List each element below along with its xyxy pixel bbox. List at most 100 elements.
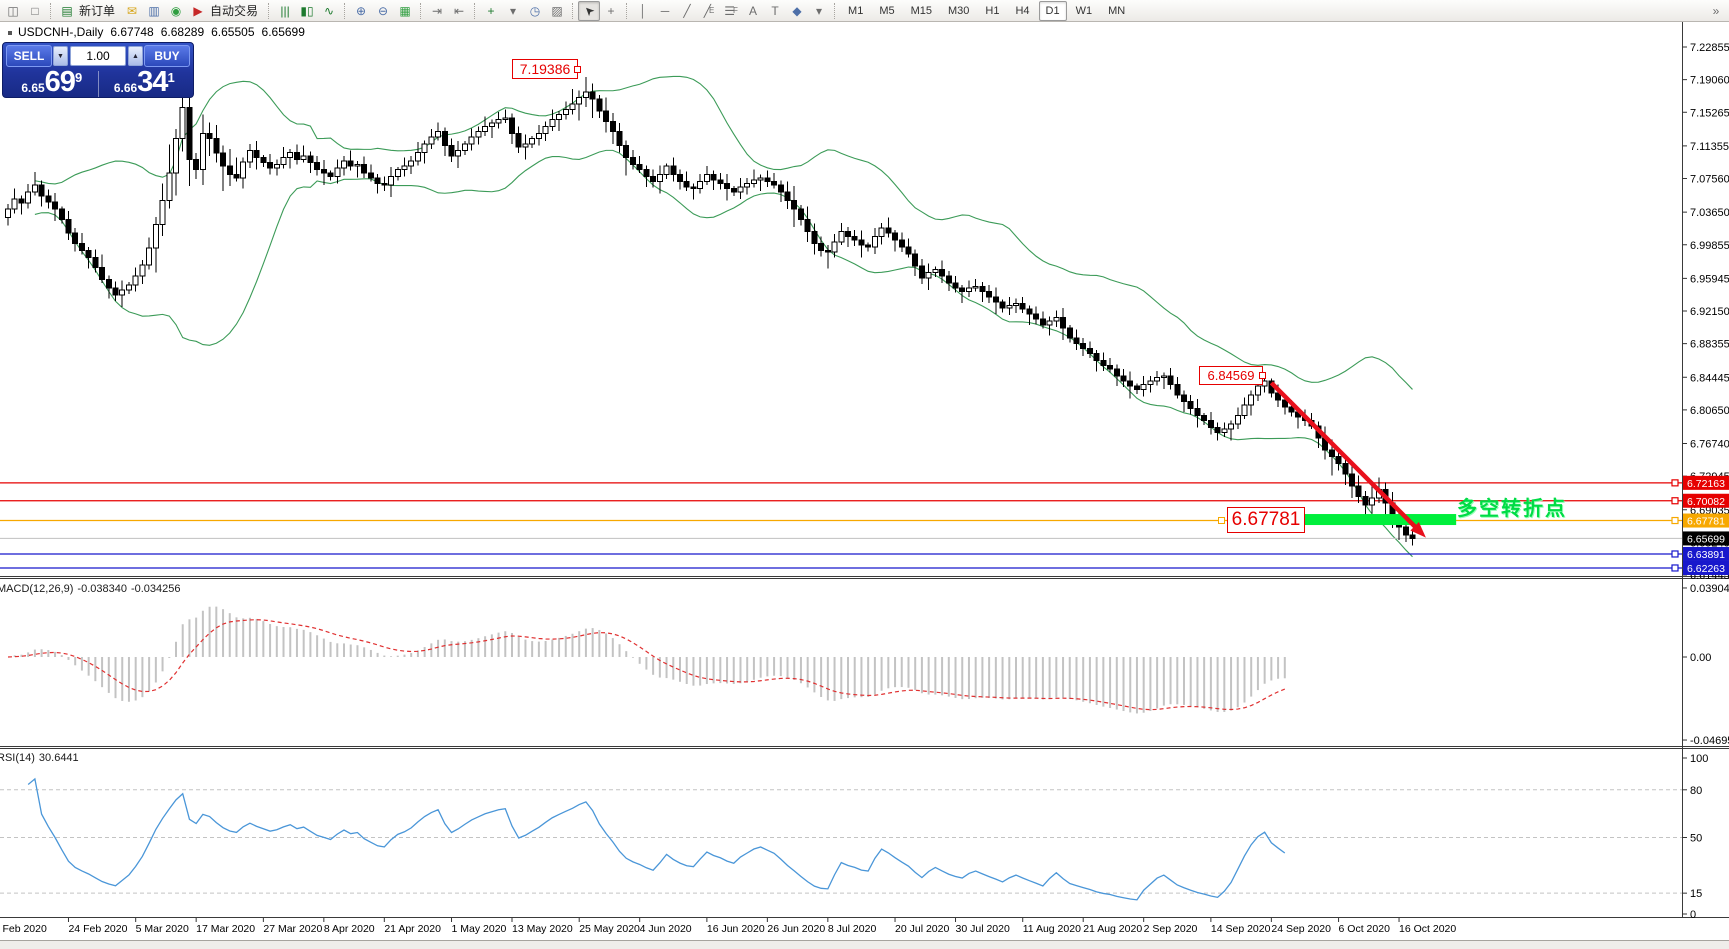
svg-text:7.07560: 7.07560 — [1690, 174, 1729, 186]
timeframe-button-M1[interactable]: M1 — [848, 4, 864, 17]
timeframe-button-M5[interactable]: M5 — [879, 4, 895, 17]
timeframe-button-H1[interactable]: H1 — [985, 4, 1000, 17]
candlestick-mode-icon[interactable]: ▮▯ — [300, 3, 314, 18]
svg-text:1 May 2020: 1 May 2020 — [452, 923, 507, 935]
main-toolbar: ◫ □ ▤ 新订单 ✉ ▥ ◉ ▶ 自动交易 ||| ▮▯ ∿ ⊕ ⊖ ▦ ⇥ … — [0, 0, 1729, 22]
volume-increase-button[interactable] — [128, 46, 143, 66]
new-order-icon[interactable]: ▤ — [61, 3, 73, 18]
chart-shift-icon[interactable]: ⇤ — [454, 3, 465, 18]
rsi-name: RSI(14) — [0, 752, 35, 764]
buy-price-sup: 1 — [167, 70, 175, 85]
zoom-in-icon[interactable]: ⊕ — [356, 3, 367, 18]
svg-text:6.67781: 6.67781 — [1687, 516, 1725, 528]
trendline-tool-icon[interactable]: ╱ — [683, 3, 691, 18]
svg-text:6.84445: 6.84445 — [1690, 372, 1729, 384]
fibonacci-tool-icon[interactable]: ☰ F — [724, 3, 738, 18]
sell-price-big: 69 — [44, 66, 76, 98]
svg-text:8 Apr 2020: 8 Apr 2020 — [324, 923, 375, 935]
zoom-out-icon[interactable]: ⊖ — [378, 3, 389, 18]
volume-decrease-button[interactable] — [53, 46, 68, 66]
preview-icon[interactable]: □ — [31, 3, 39, 18]
toolbar-overflow-icon[interactable]: » — [1712, 3, 1720, 18]
auto-scroll-icon[interactable]: ⇥ — [432, 3, 443, 18]
shapes-dropdown-icon[interactable]: ▾ — [816, 3, 823, 18]
svg-text:6.70082: 6.70082 — [1687, 496, 1725, 508]
sell-price[interactable]: 6.65 69 9 — [6, 68, 98, 97]
price-label-support[interactable]: 6.67781 — [1218, 507, 1305, 533]
svg-text:6.80650: 6.80650 — [1690, 405, 1729, 417]
svg-text:0: 0 — [1690, 909, 1696, 921]
autotrading-label[interactable]: 自动交易 — [210, 4, 259, 18]
templates-icon[interactable]: ▨ — [551, 3, 563, 18]
svg-text:4 Jun 2020: 4 Jun 2020 — [640, 923, 692, 935]
horizontal-line-tool-icon[interactable]: ─ — [660, 3, 670, 18]
svg-text:7.03650: 7.03650 — [1690, 207, 1729, 219]
new-order-label[interactable]: 新订单 — [79, 4, 116, 18]
svg-text:27 Mar 2020: 27 Mar 2020 — [263, 923, 322, 935]
rsi-value: 30.6441 — [38, 752, 79, 764]
indicators-icon[interactable]: + — [487, 3, 495, 18]
svg-text:6.99855: 6.99855 — [1690, 240, 1729, 252]
vertical-line-tool-icon[interactable]: │ — [639, 3, 647, 18]
equidistant-channel-tool-icon[interactable]: ╱ E — [703, 3, 715, 18]
shapes-tool-icon[interactable]: ◆ — [792, 3, 802, 18]
svg-text:16 Oct 2020: 16 Oct 2020 — [1399, 923, 1456, 935]
svg-text:80: 80 — [1690, 785, 1702, 797]
toolbar-separator — [474, 2, 476, 19]
svg-text:25 May 2020: 25 May 2020 — [579, 923, 640, 935]
line-chart-mode-icon[interactable]: ∿ — [324, 3, 335, 18]
timeframe-button-MN[interactable]: MN — [1108, 4, 1126, 17]
periods-clock-icon[interactable]: ◷ — [529, 3, 541, 18]
svg-text:6.63891: 6.63891 — [1687, 549, 1725, 561]
macd-label: MACD(12,26,9) -0.038340 -0.034256 — [0, 583, 185, 595]
tile-windows-icon[interactable]: ▦ — [399, 3, 411, 18]
timeframe-button-M30[interactable]: M30 — [948, 4, 970, 17]
sell-button[interactable]: SELL — [6, 45, 52, 67]
text-tool-icon[interactable]: A — [749, 3, 758, 18]
ohlc-low: 6.65505 — [211, 25, 255, 39]
bar-chart-mode-icon[interactable]: ||| — [280, 3, 290, 18]
svg-text:30 Jul 2020: 30 Jul 2020 — [956, 923, 1010, 935]
charts-icon[interactable]: ◫ — [7, 3, 19, 18]
svg-text:5 Mar 2020: 5 Mar 2020 — [136, 923, 189, 935]
toolbar-separator — [834, 2, 836, 19]
terminal-icon[interactable]: ▥ — [148, 3, 160, 18]
toolbar-separator — [572, 2, 574, 19]
text-label-tool-icon[interactable]: T — [771, 3, 779, 18]
svg-text:24 Feb 2020: 24 Feb 2020 — [68, 923, 127, 935]
sell-price-sup: 9 — [74, 70, 83, 85]
svg-text:13 May 2020: 13 May 2020 — [512, 923, 573, 935]
status-bar — [0, 940, 1729, 949]
timeframe-button-M15[interactable]: M15 — [910, 4, 932, 17]
timeframe-button-H4[interactable]: H4 — [1015, 4, 1030, 17]
mailbox-icon[interactable]: ✉ — [126, 3, 138, 18]
toolbar-separator — [268, 2, 270, 19]
one-click-trading-panel: SELL 1.00 BUY 6.65 69 9 6.66 34 1 — [2, 42, 194, 98]
price-divider — [97, 71, 99, 97]
buy-button[interactable]: BUY — [144, 45, 190, 67]
svg-text:0.00: 0.00 — [1690, 652, 1711, 664]
svg-text:12 Feb 2020: 12 Feb 2020 — [0, 923, 47, 935]
signals-icon[interactable]: ◉ — [170, 3, 182, 18]
timeframe-button-W1[interactable]: W1 — [1075, 4, 1093, 17]
toolbar-separator — [420, 2, 422, 19]
cursor-tool-icon[interactable]: ➤ — [578, 0, 601, 21]
volume-input[interactable]: 1.00 — [70, 46, 126, 66]
svg-text:6.62263: 6.62263 — [1687, 563, 1725, 575]
price-label-high[interactable]: 7.19386 — [512, 59, 581, 79]
price-label-swing-high[interactable]: 6.84569 — [1199, 366, 1266, 385]
pivot-annotation-text[interactable]: 多空转折点 — [1457, 498, 1567, 520]
autotrading-icon[interactable]: ▶ — [193, 3, 203, 18]
crosshair-tool-icon[interactable]: + — [607, 3, 615, 18]
macd-signal-value: -0.034256 — [130, 583, 181, 595]
svg-text:7.15265: 7.15265 — [1690, 107, 1729, 119]
timeframe-button-D1[interactable]: D1 — [1038, 0, 1067, 21]
indicators-dropdown-icon[interactable]: ▾ — [510, 3, 517, 18]
svg-text:2 Sep 2020: 2 Sep 2020 — [1144, 923, 1198, 935]
svg-text:6.88355: 6.88355 — [1690, 339, 1729, 351]
svg-text:26 Jun 2020: 26 Jun 2020 — [767, 923, 825, 935]
buy-price[interactable]: 6.66 34 1 — [99, 68, 191, 97]
svg-text:14 Sep 2020: 14 Sep 2020 — [1211, 923, 1271, 935]
svg-text:6.76740: 6.76740 — [1690, 439, 1729, 451]
